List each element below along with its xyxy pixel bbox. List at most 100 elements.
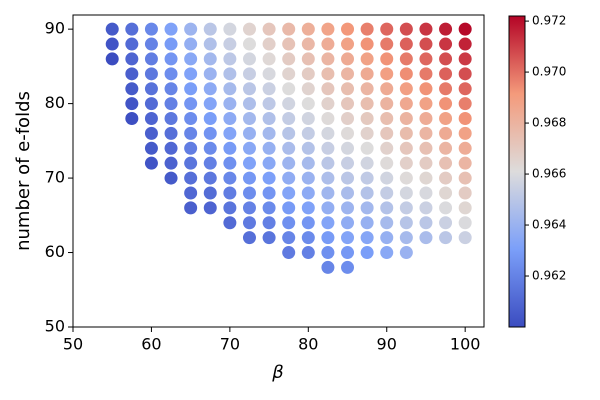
data-point	[399, 22, 413, 36]
data-point	[380, 186, 394, 200]
data-point	[439, 141, 453, 155]
data-point	[262, 171, 276, 185]
data-point	[223, 37, 237, 51]
data-point	[262, 126, 276, 140]
data-point	[360, 141, 374, 155]
data-point	[360, 171, 374, 185]
colorbar-tick-label: 0.964	[532, 218, 566, 232]
data-point	[242, 112, 256, 126]
data-point	[282, 97, 296, 111]
data-point	[223, 171, 237, 185]
x-tick-label: 70	[220, 335, 240, 354]
data-point	[125, 67, 139, 81]
data-point	[458, 22, 472, 36]
data-point	[341, 156, 355, 170]
data-point	[223, 97, 237, 111]
data-point	[301, 126, 315, 140]
data-point	[282, 156, 296, 170]
data-point	[223, 126, 237, 140]
data-point	[184, 97, 198, 111]
x-tick-label: 100	[450, 335, 481, 354]
data-point	[184, 126, 198, 140]
data-point	[262, 216, 276, 230]
data-point	[242, 171, 256, 185]
data-point	[439, 52, 453, 66]
data-point	[301, 171, 315, 185]
data-point	[458, 201, 472, 215]
x-tick-label: 80	[298, 335, 318, 354]
data-point	[321, 126, 335, 140]
data-point	[282, 246, 296, 260]
data-point	[184, 141, 198, 155]
data-point	[380, 216, 394, 230]
data-point	[301, 112, 315, 126]
data-point	[184, 186, 198, 200]
data-point	[223, 52, 237, 66]
data-point	[439, 201, 453, 215]
data-point	[419, 37, 433, 51]
data-point	[321, 231, 335, 245]
data-point	[144, 97, 158, 111]
data-point	[184, 67, 198, 81]
data-point	[223, 67, 237, 81]
data-point	[419, 112, 433, 126]
data-point	[399, 126, 413, 140]
data-point	[164, 67, 178, 81]
data-point	[262, 231, 276, 245]
colorbar-tick-label: 0.962	[532, 269, 566, 283]
data-point	[105, 37, 119, 51]
data-point	[144, 37, 158, 51]
data-point	[360, 97, 374, 111]
data-point	[242, 22, 256, 36]
data-point	[360, 216, 374, 230]
data-point	[125, 37, 139, 51]
data-point	[301, 22, 315, 36]
data-point	[321, 67, 335, 81]
data-point	[399, 67, 413, 81]
data-point	[203, 126, 217, 140]
data-point	[282, 216, 296, 230]
data-point	[380, 156, 394, 170]
data-point	[380, 246, 394, 260]
data-point	[399, 52, 413, 66]
data-point	[458, 156, 472, 170]
data-point	[144, 22, 158, 36]
data-point	[203, 156, 217, 170]
data-point	[458, 216, 472, 230]
data-point	[144, 67, 158, 81]
data-point	[144, 52, 158, 66]
data-point	[399, 97, 413, 111]
data-point	[321, 82, 335, 96]
data-point	[242, 97, 256, 111]
data-point	[164, 126, 178, 140]
data-point	[380, 112, 394, 126]
data-point	[360, 246, 374, 260]
colorbar	[508, 15, 526, 328]
data-point	[203, 52, 217, 66]
data-point	[360, 112, 374, 126]
data-point	[458, 37, 472, 51]
data-point	[184, 22, 198, 36]
data-point	[262, 82, 276, 96]
data-point	[223, 216, 237, 230]
data-point	[380, 52, 394, 66]
data-point	[203, 97, 217, 111]
data-point	[184, 52, 198, 66]
data-point	[458, 67, 472, 81]
data-point	[242, 141, 256, 155]
data-point	[439, 156, 453, 170]
data-point	[360, 186, 374, 200]
y-tick-label: 60	[45, 242, 65, 261]
data-point	[419, 22, 433, 36]
data-point	[458, 112, 472, 126]
data-point	[105, 52, 119, 66]
data-point	[380, 141, 394, 155]
data-point	[399, 112, 413, 126]
colorbar-tick-label: 0.968	[532, 116, 566, 130]
data-point	[144, 156, 158, 170]
data-point	[301, 156, 315, 170]
data-point	[301, 186, 315, 200]
data-point	[282, 186, 296, 200]
data-point	[242, 201, 256, 215]
data-point	[144, 126, 158, 140]
